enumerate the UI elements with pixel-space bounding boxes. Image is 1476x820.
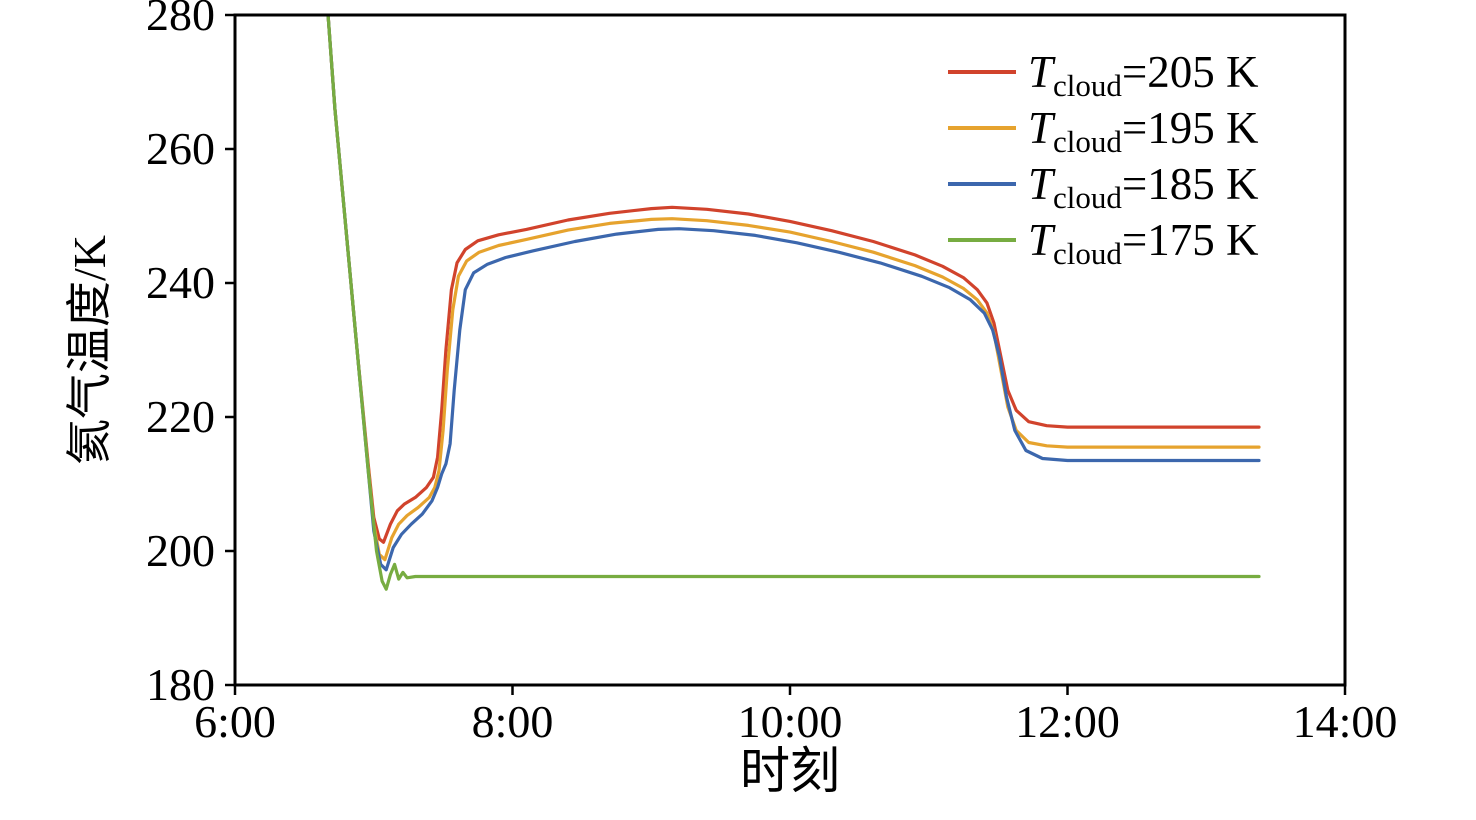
legend-label-0: Tcloud=205 K xyxy=(1028,47,1259,103)
x-axis-label: 时刻 xyxy=(740,743,840,799)
y-tick-label: 220 xyxy=(146,391,215,442)
y-tick-label: 260 xyxy=(146,123,215,174)
series-line-3 xyxy=(326,15,1261,591)
x-tick-label: 10:00 xyxy=(738,696,843,747)
series-line-2 xyxy=(326,15,1261,572)
y-tick-label: 180 xyxy=(146,659,215,710)
y-tick-label: 200 xyxy=(146,525,215,576)
y-tick-label: 240 xyxy=(146,257,215,308)
series-line-0 xyxy=(326,15,1261,544)
legend-label-1: Tcloud=195 K xyxy=(1028,103,1259,159)
x-tick-label: 14:00 xyxy=(1293,696,1398,747)
axes-layer: 6:00 8:00 10:00 12:00 14:00 180 200 220 240 260 28… xyxy=(146,0,1397,747)
x-tick-label: 6:00 xyxy=(194,696,276,747)
y-axis-label: 氦气温度/K xyxy=(64,235,115,465)
x-tick-label: 8:00 xyxy=(472,696,554,747)
legend-label-2: Tcloud=185 K xyxy=(1028,159,1259,215)
x-tick-label: 12:00 xyxy=(1015,696,1120,747)
y-tick-label: 280 xyxy=(146,0,215,40)
series-layer xyxy=(326,15,1261,591)
legend-label-3: Tcloud=175 K xyxy=(1028,215,1259,271)
